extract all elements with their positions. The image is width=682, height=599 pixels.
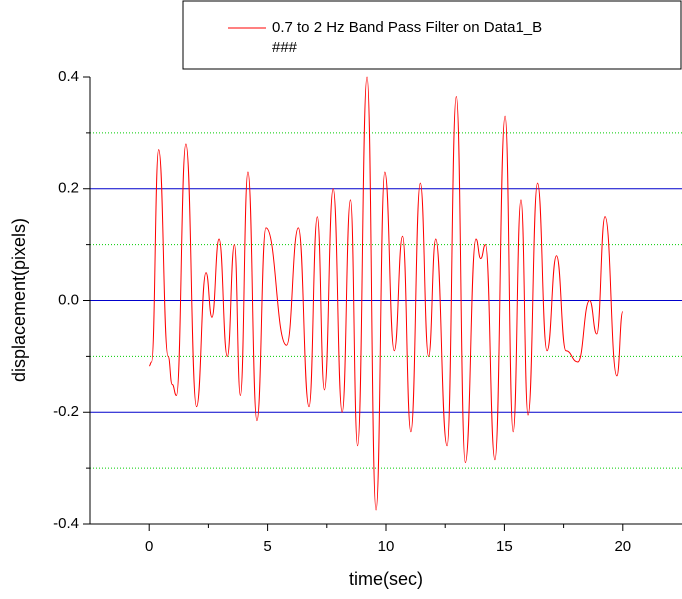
x-axis-title: time(sec): [349, 569, 423, 589]
legend-label: 0.7 to 2 Hz Band Pass Filter on Data1_B: [272, 19, 542, 36]
x-tick-label: 15: [496, 538, 513, 555]
y-axis-title: displacement(pixels): [9, 218, 29, 382]
data-line: [149, 76, 624, 511]
y-tick-label: -0.2: [53, 403, 79, 420]
y-tick-label: 0.4: [58, 68, 79, 85]
x-tick-label: 5: [263, 538, 271, 555]
y-tick-label: 0.0: [58, 291, 79, 308]
x-tick-label: 0: [145, 538, 153, 555]
legend-note: ###: [272, 39, 298, 56]
y-tick-label: 0.2: [58, 180, 79, 197]
legend-box: [182, 0, 682, 70]
x-tick-label: 20: [614, 538, 631, 555]
x-tick-label: 10: [378, 538, 395, 555]
y-tick-label: -0.4: [53, 515, 79, 532]
